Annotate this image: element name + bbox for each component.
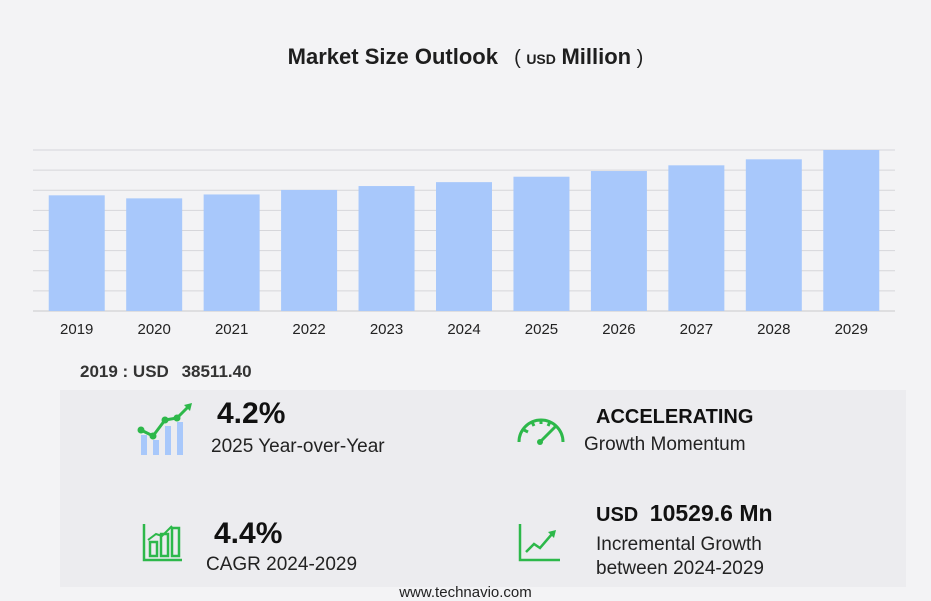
line-chart-icon [518,524,560,562]
yoy-label: 2025 Year-over-Year [211,436,385,457]
unit-currency: USD [526,51,556,67]
x-tick-label-2028: 2028 [757,321,790,338]
speedometer-icon [517,418,565,445]
bar-chart: 2019 2020 2021 2022 2023 2024 2025 2026 2027 2028… [33,149,895,338]
incremental-prefix: USD [596,504,639,526]
cagr-label: CAGR 2024-2029 [206,554,358,575]
x-tick-label-2020: 2020 [137,321,170,338]
bars [48,150,880,311]
unit-scale: Million [561,44,632,69]
title-main: Market Size Outlook [287,44,498,69]
x-tick-label-2026: 2026 [602,321,635,338]
x-tick-label-2025: 2025 [525,321,558,338]
incremental-amount: 10529.6 Mn [649,500,773,526]
bar-2025 [513,176,570,311]
cagr-value: 4.4% [214,517,283,550]
momentum-metric: ACCELERATING Growth Momentum [584,406,754,457]
incremental-metric: USD 10529.6 Mn Incremental Growth betwee… [596,500,773,581]
incremental-label-line1: Incremental Growth [596,534,762,555]
growth-chart-icon [137,403,192,455]
x-tick-label-2024: 2024 [447,321,480,338]
bar-2021 [203,194,260,311]
bar-2028 [745,159,802,311]
base-year-label: 2019 : USD [80,362,169,381]
x-axis-labels: 2019 2020 2021 2022 2023 2024 2025 2026 2027 2028… [60,321,868,338]
cagr-metric: 4.4% CAGR 2024-2029 [206,517,357,577]
momentum-label: Growth Momentum [584,434,746,455]
base-year-amount: 38511.40 [181,362,252,381]
bar-chart-icon [142,524,182,562]
bar-2026 [590,171,647,311]
bar-2019 [48,195,105,311]
x-tick-label-2029: 2029 [835,321,868,338]
bar-2020 [126,198,183,311]
yoy-metric: 4.2% 2025 Year-over-Year [211,397,385,459]
incremental-value: USD 10529.6 Mn [596,500,773,527]
x-tick-label-2021: 2021 [215,321,248,338]
x-tick-label-2022: 2022 [292,321,325,338]
metrics-panel [60,390,906,587]
x-tick-label-2019: 2019 [60,321,93,338]
bar-2027 [668,165,725,311]
x-tick-label-2023: 2023 [370,321,403,338]
bar-2029 [823,150,880,311]
chart-title: Market Size Outlook ( USD Million ) [0,44,931,70]
base-year-value: 2019 : USD 38511.40 [80,362,252,382]
title-unit: ( USD Million ) [514,44,644,69]
bar-2022 [281,189,338,311]
footer-url[interactable]: www.technavio.com [399,584,532,601]
bar-2023 [358,186,415,311]
x-tick-label-2027: 2027 [680,321,713,338]
bar-2024 [436,182,492,311]
momentum-value: ACCELERATING [596,406,754,428]
incremental-label-line2: between 2024-2029 [596,558,764,579]
yoy-value: 4.2% [217,397,286,430]
